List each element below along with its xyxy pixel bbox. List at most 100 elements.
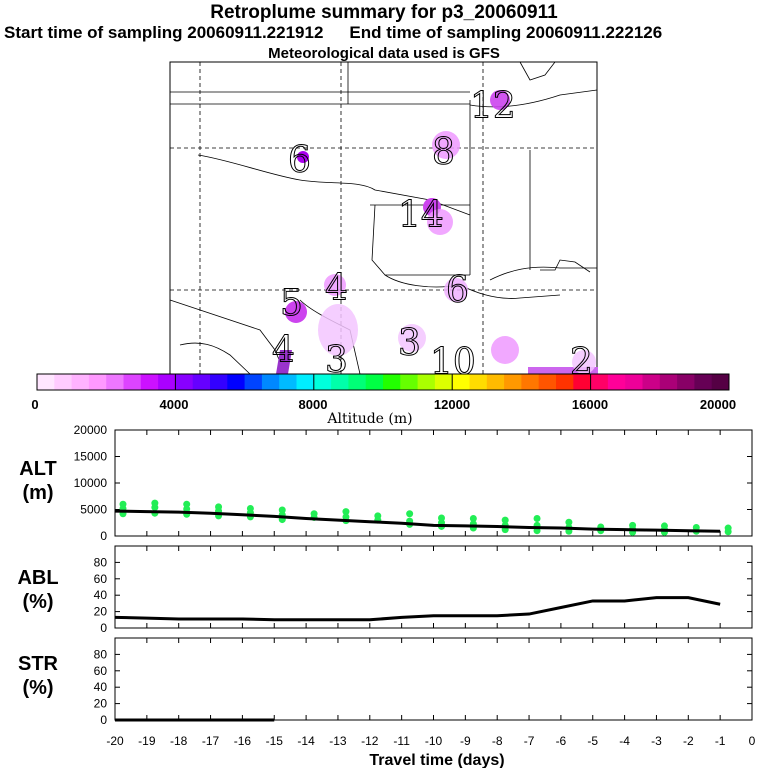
colorbar-swatch [677,374,695,390]
plume-blob [427,209,453,235]
scatter-point [406,510,414,518]
x-tick-label: -17 [202,734,220,748]
scatter-point [342,508,350,516]
sampling-times: Start time of sampling 20060911.221912 En… [4,23,768,43]
day-markers: 12 6 8 14 6 5 4 3 4 10 3 2 [272,86,594,384]
day-marker: 8 [432,132,455,173]
x-tick-label: -6 [556,734,567,748]
x-tick-label: -11 [393,734,410,748]
colorbar-swatch [106,374,124,390]
plume-blob [490,90,510,110]
end-time-label: End time of sampling 20060911.222126 [349,23,663,42]
panel-abl: 0 20 40 60 80 [94,545,753,635]
y-tick-label: 80 [94,647,108,661]
x-tick-label: -2 [683,734,694,748]
x-tick-label: -3 [651,734,662,748]
x-tick-label: -7 [524,734,535,748]
colorbar-tick-label: 8000 [299,397,328,412]
colorbar-tick-label: 4000 [160,397,189,412]
time-series-panels: 0 5000 10000 15000 20000 0 20 40 60 80 0 20 40 60 80 -2… [74,423,756,748]
colorbar-swatch [417,374,436,390]
scatter-point [501,516,509,524]
panel-alt: 0 5000 10000 15000 20000 [74,423,753,543]
day-marker: 2 [570,342,593,383]
colorbar-swatch [175,374,194,390]
colorbar-swatch [590,374,609,390]
day-marker: 3 [325,340,348,381]
x-tick-label: -1 [715,734,726,748]
colorbar-swatch [348,374,367,390]
y-tick-label: 20 [94,605,108,619]
colorbar-tick-label: 0 [31,397,38,412]
y-tick-label: 0 [100,713,107,727]
day-marker: 4 [272,330,295,371]
colorbar-ticks: 0 4000 8000 12000 16000 20000 Altitude (… [31,397,736,427]
colorbar-swatch [37,374,55,390]
colorbar-swatch [365,374,384,390]
y-tick-label: 15000 [74,450,108,464]
x-tick-label: -18 [170,734,188,748]
day-marker: 14 [398,195,444,236]
scatter-point [183,505,191,513]
plume-blob [528,367,598,374]
colorbar-swatch [400,374,419,390]
x-tick-label: -10 [425,734,443,748]
day-marker: 5 [280,283,303,324]
plume-blob [398,324,426,352]
colorbar-swatch [244,374,263,390]
plume-blob [491,336,519,364]
colorbar-swatch [123,374,142,390]
y-tick-label: 40 [94,680,108,694]
map-frame [169,61,598,375]
colorbar-swatch [227,374,246,390]
x-tick-label: -19 [138,734,156,748]
colorbar-swatch [71,374,90,390]
x-tick-label: -16 [234,734,252,748]
x-tick-label: -12 [361,734,379,748]
y-tick-label: 0 [100,621,107,635]
plume-blob [324,274,346,296]
abl-label: ABL [17,567,58,589]
x-tick-label: -14 [297,734,315,748]
plume-blob [285,301,307,323]
colorbar-swatch [54,374,73,390]
y-tick-label: 10000 [74,476,108,490]
colorbar-swatch [296,374,315,390]
map-panel: 12 6 8 14 6 5 4 3 4 10 3 2 [169,61,598,384]
y-tick-label: 5000 [80,503,107,517]
y-tick-label: 60 [94,572,108,586]
scatter-point [724,528,732,536]
x-tick-label: -9 [460,734,471,748]
colorbar-swatch [538,374,557,390]
panel-frame [114,637,753,721]
chart-title: Retroplume summary for p3_20060911 [210,2,558,23]
colorbar-swatch [192,374,211,390]
alt-unit-label: (m) [22,482,53,504]
x-tick-label: -15 [266,734,284,748]
scatter-point [565,518,573,526]
colorbar-swatch [521,374,540,390]
colorbar-swatch [313,374,332,390]
x-axis-label: Travel time (days) [369,752,504,768]
plume-blob [276,350,292,374]
x-tick-label: -4 [619,734,630,748]
panel-frame [114,429,753,537]
met-data-label: Meteorological data used is GFS [268,45,500,62]
colorbar-swatch [486,374,505,390]
x-tick-label: -8 [492,734,503,748]
x-tick-label: 0 [749,734,756,748]
colorbar-swatch [383,374,401,390]
scatter-point [151,503,159,511]
plume-blob [297,151,309,163]
colorbar-swatch [261,374,280,390]
colorbar-axis-label: Altitude (m) [326,411,412,427]
abl-unit-label: (%) [22,591,53,613]
panel-labels: ALT (m) ABL (%) STR (%) [17,458,58,699]
x-tick-label: -5 [587,734,598,748]
altitude-colorbar [36,373,730,391]
str-label: STR [18,653,59,675]
scatter-point [533,515,541,523]
colorbar-swatch [694,374,713,390]
colorbar-swatch [504,374,522,390]
colorbar-swatch [331,374,349,390]
